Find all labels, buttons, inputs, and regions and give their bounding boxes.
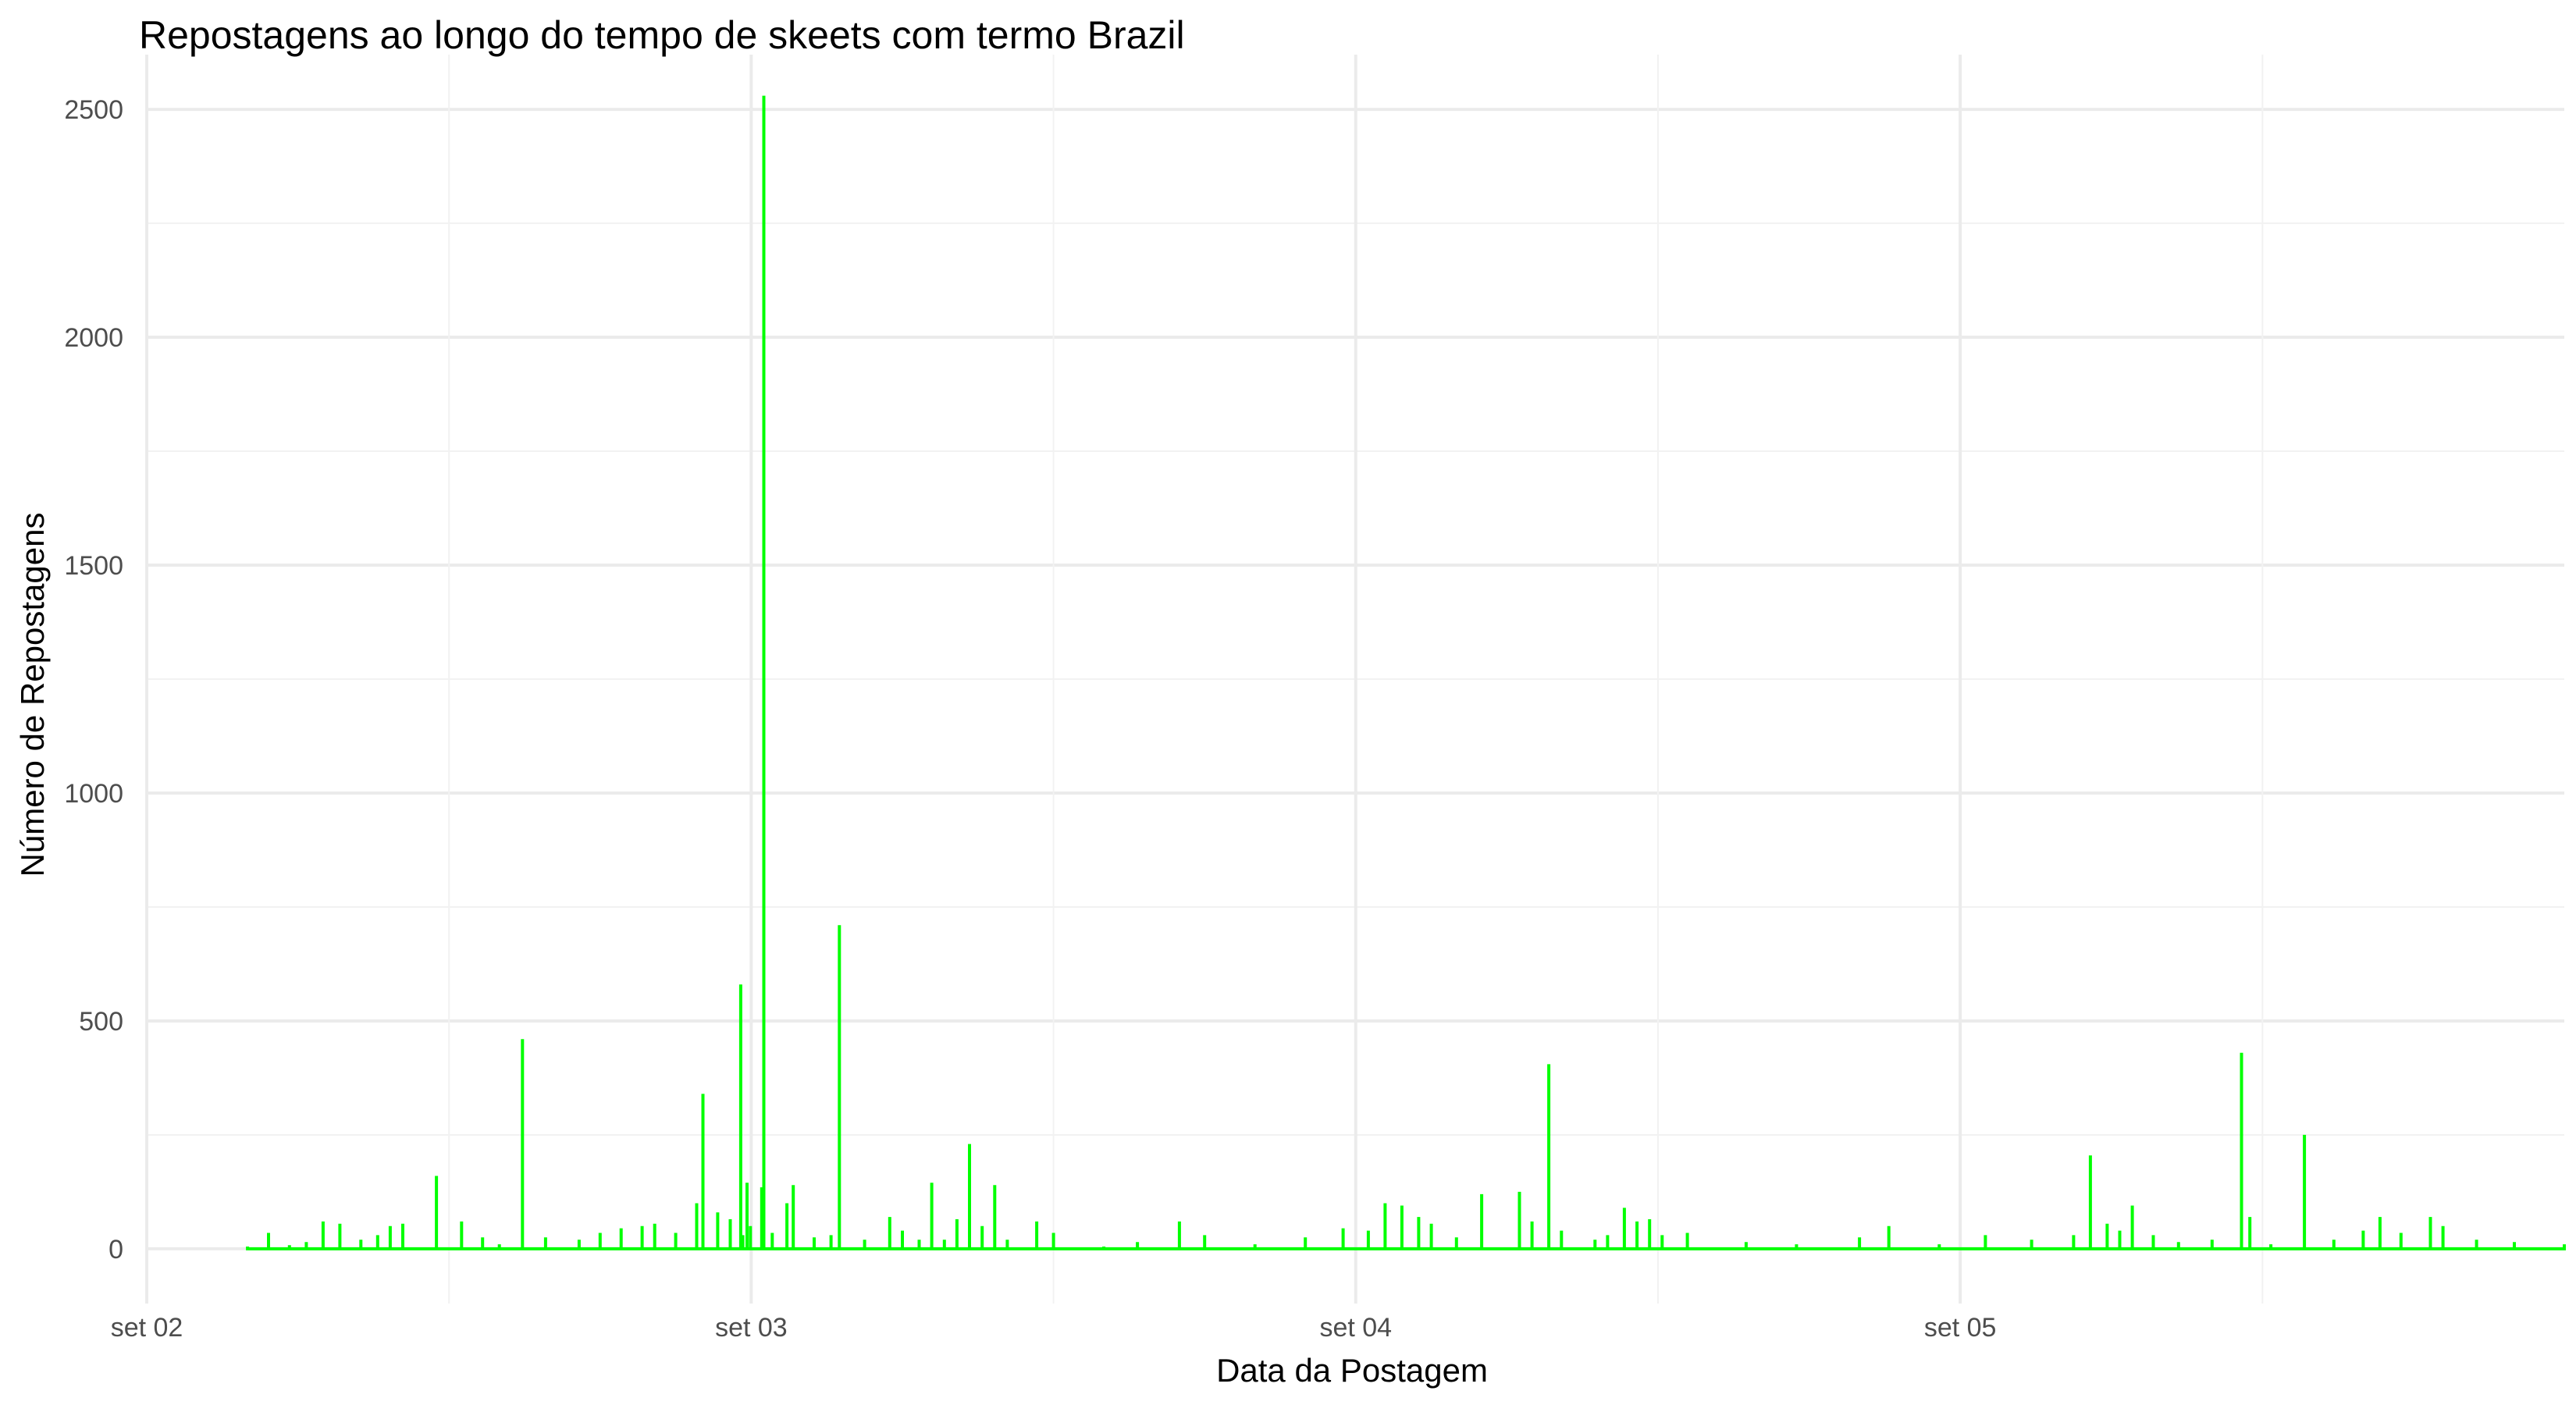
x-tick-label: set 03 — [715, 1313, 788, 1343]
y-tick-label: 2000 — [64, 323, 123, 353]
y-tick-label: 2500 — [64, 95, 123, 125]
grid-lines — [145, 55, 2564, 1304]
series-line — [246, 95, 2566, 1250]
x-tick-label: set 05 — [1924, 1313, 1997, 1343]
y-axis-title: Número de Repostagens — [14, 513, 51, 877]
chart-title: Repostagens ao longo do tempo de skeets … — [139, 13, 1185, 57]
tick-labels: 0 500 1000 1500 2000 2500 set 02 set 03 set 04 se… — [64, 95, 1996, 1343]
x-axis-title: Data da Postagem — [1216, 1352, 1488, 1389]
x-tick-label: set 02 — [111, 1313, 183, 1343]
y-tick-label: 1000 — [64, 779, 123, 809]
y-tick-label: 500 — [79, 1007, 123, 1037]
x-tick-label: set 04 — [1319, 1313, 1392, 1343]
y-tick-label: 1500 — [64, 551, 123, 581]
y-tick-label: 0 — [109, 1235, 123, 1264]
